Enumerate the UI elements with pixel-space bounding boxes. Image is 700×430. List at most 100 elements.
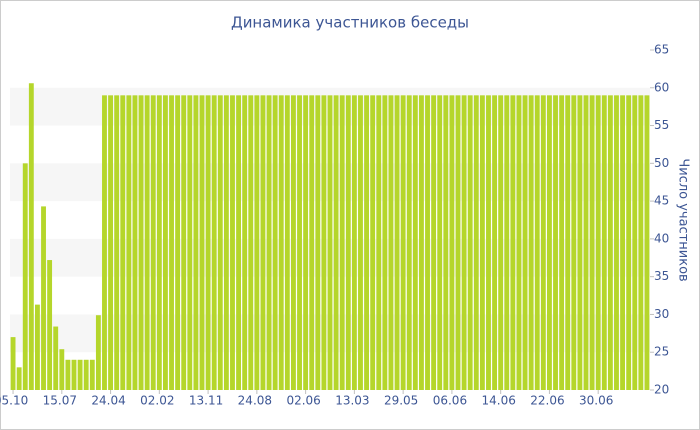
bar xyxy=(333,95,339,390)
bar xyxy=(132,95,138,390)
bar xyxy=(486,95,491,390)
bar xyxy=(187,95,193,390)
x-tick-label: 30.06 xyxy=(579,394,613,408)
bar xyxy=(65,359,71,390)
bar xyxy=(248,95,254,390)
bar xyxy=(199,95,205,390)
y-tick-label: 45 xyxy=(654,194,669,208)
bar xyxy=(16,367,22,390)
bar xyxy=(546,95,552,390)
bar xyxy=(607,95,613,390)
bar xyxy=(504,95,510,390)
bar xyxy=(321,95,327,390)
bar xyxy=(193,95,199,390)
x-tick-label: 06.06 xyxy=(433,394,467,408)
y-tick-label: 55 xyxy=(654,118,669,132)
bar xyxy=(260,95,266,390)
bar xyxy=(382,95,388,390)
bar xyxy=(150,95,156,390)
bar xyxy=(108,95,114,390)
bar xyxy=(406,95,412,390)
bar xyxy=(498,95,504,390)
bar xyxy=(601,95,607,390)
x-tick-label: 13.11 xyxy=(189,394,223,408)
bar xyxy=(534,95,540,390)
bar xyxy=(473,95,479,390)
bar xyxy=(626,95,632,390)
bar xyxy=(83,359,89,390)
bar xyxy=(114,95,120,390)
bar xyxy=(595,95,601,390)
bar xyxy=(34,304,40,390)
bar xyxy=(565,95,571,390)
bar xyxy=(138,95,144,390)
bar xyxy=(443,95,449,390)
bar xyxy=(589,95,595,390)
bar xyxy=(102,95,107,390)
bar xyxy=(516,95,522,390)
bar xyxy=(309,95,315,390)
y-tick-label: 30 xyxy=(654,307,669,321)
bar xyxy=(95,315,101,390)
bar xyxy=(181,95,187,390)
bar xyxy=(205,95,211,390)
x-tick-label: 24.04 xyxy=(91,394,125,408)
bar xyxy=(425,95,430,390)
y-tick-label: 40 xyxy=(654,231,669,245)
x-tick-label: 15.07 xyxy=(43,394,77,408)
x-tick-label: 22.06 xyxy=(530,394,564,408)
bar xyxy=(412,95,418,390)
bar xyxy=(492,95,498,390)
bar xyxy=(236,95,242,390)
bar xyxy=(77,359,83,390)
bar xyxy=(266,95,272,390)
bar xyxy=(120,95,126,390)
bar xyxy=(364,95,370,390)
bar xyxy=(644,95,650,390)
bar xyxy=(571,95,577,390)
bar xyxy=(278,95,284,390)
bar xyxy=(437,95,443,390)
bar xyxy=(455,95,461,390)
bar xyxy=(327,95,333,390)
bar xyxy=(339,95,345,390)
bar xyxy=(290,95,296,390)
bar xyxy=(358,95,363,390)
x-tick-label: 02.06 xyxy=(286,394,320,408)
bar xyxy=(162,95,168,390)
bar xyxy=(431,95,437,390)
bar xyxy=(28,83,34,390)
bar xyxy=(53,326,59,390)
bar xyxy=(254,95,260,390)
bar xyxy=(242,95,248,390)
y-tick-label: 25 xyxy=(654,345,669,359)
bar xyxy=(522,95,528,390)
bar xyxy=(467,95,473,390)
bar xyxy=(41,206,46,390)
bar xyxy=(211,95,217,390)
bar xyxy=(89,359,95,390)
bar xyxy=(559,95,565,390)
bar xyxy=(553,95,558,390)
bar xyxy=(400,95,406,390)
bar xyxy=(388,95,394,390)
bar xyxy=(370,95,376,390)
bar xyxy=(217,95,223,390)
bar xyxy=(175,95,181,390)
bar xyxy=(351,95,357,390)
bar xyxy=(510,95,516,390)
bar xyxy=(583,95,589,390)
y-tick-label: 50 xyxy=(654,156,669,170)
x-tick-label: 14.06 xyxy=(481,394,515,408)
bar xyxy=(10,337,16,390)
x-tick-label: 24.08 xyxy=(238,394,272,408)
bar xyxy=(376,95,382,390)
bar xyxy=(540,95,546,390)
bar xyxy=(632,95,638,390)
y-tick-label: 65 xyxy=(654,43,669,57)
x-tick-label: 02.02 xyxy=(140,394,174,408)
bar xyxy=(449,95,455,390)
bar xyxy=(297,95,302,390)
x-tick-label: 13.03 xyxy=(335,394,369,408)
